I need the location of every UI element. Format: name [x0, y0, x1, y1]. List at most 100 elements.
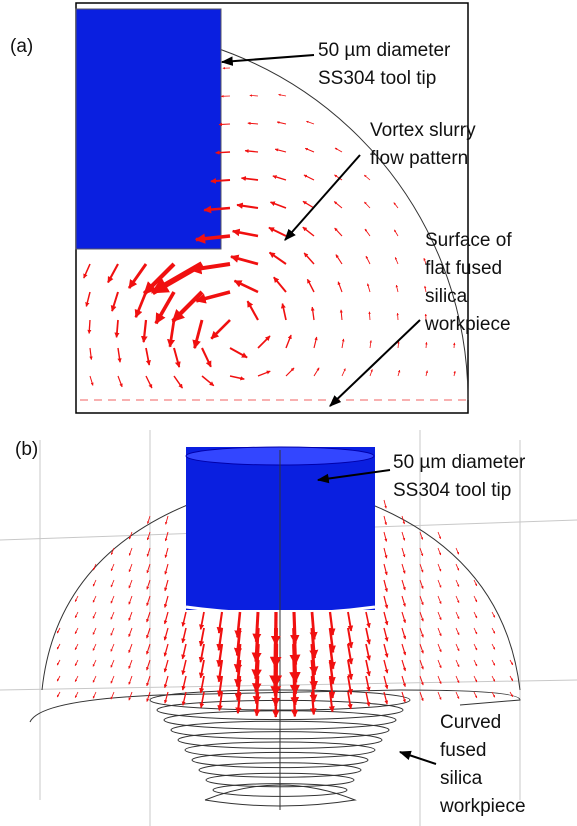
flow-vector	[437, 547, 442, 556]
flow-vector	[244, 149, 259, 153]
flow-vector	[341, 368, 346, 377]
flow-vector	[181, 611, 187, 627]
flow-vector	[199, 691, 205, 709]
flow-vector	[134, 291, 148, 318]
flow-vector	[92, 675, 97, 683]
flow-vector	[437, 627, 442, 637]
flow-vector	[364, 228, 371, 237]
flow-vector	[117, 347, 122, 363]
flow-vector	[491, 627, 496, 634]
flow-vector	[453, 370, 456, 377]
workpiece-ring	[184, 741, 376, 759]
flow-vector	[216, 643, 224, 668]
flow-vector	[473, 579, 478, 587]
flow-vector	[383, 547, 388, 559]
flow-vector	[383, 627, 389, 642]
flow-vector	[128, 531, 133, 540]
flow-vector	[128, 579, 133, 589]
flow-vector	[92, 579, 97, 587]
flow-vector	[167, 319, 176, 348]
flow-vector	[146, 675, 151, 687]
flow-vector	[171, 290, 204, 323]
flow-vector	[306, 120, 315, 125]
flow-vector	[146, 643, 151, 655]
flow-vector	[56, 627, 61, 634]
flow-vector	[181, 659, 187, 676]
flow-vector	[383, 659, 389, 674]
flow-vector	[383, 579, 388, 593]
flow-vector	[229, 375, 245, 381]
annotation: workpiece	[439, 796, 526, 817]
flow-vector	[56, 659, 61, 666]
flow-vector	[280, 303, 287, 321]
flow-vector	[401, 547, 406, 558]
flow-vector	[473, 675, 478, 683]
flow-vector	[146, 627, 151, 639]
tool-tip	[75, 8, 222, 250]
flow-vector	[128, 659, 133, 669]
flow-vector	[364, 201, 371, 209]
flow-vector	[163, 659, 169, 673]
flow-vector	[425, 370, 428, 377]
flow-vector	[383, 563, 388, 576]
callout-arrow	[316, 469, 391, 484]
flow-vector	[397, 369, 401, 377]
flow-vector	[473, 595, 478, 603]
flow-vector	[437, 643, 442, 653]
flow-vector	[455, 691, 460, 699]
workpiece-ring	[205, 772, 355, 788]
flow-vector	[146, 531, 151, 541]
flow-vector	[419, 531, 424, 540]
flow-vector	[127, 263, 148, 289]
flow-vector	[107, 263, 119, 284]
flow-vector	[140, 319, 148, 343]
flow-vector	[366, 283, 371, 293]
flow-vector	[473, 691, 478, 699]
flow-vector	[128, 627, 133, 637]
flow-vector	[491, 643, 496, 650]
flow-vector	[164, 563, 169, 575]
flow-vector	[181, 627, 187, 644]
flow-vector	[234, 659, 243, 688]
flow-vector	[425, 342, 428, 349]
flow-vector	[365, 627, 371, 645]
flow-vector	[509, 691, 514, 698]
flow-vector	[146, 691, 151, 702]
flow-vector	[163, 643, 169, 657]
flow-vector	[56, 675, 61, 682]
flow-vector	[146, 563, 151, 574]
flow-vector	[236, 202, 259, 210]
flow-vector	[491, 659, 496, 666]
flow-vector	[128, 595, 133, 605]
flow-vector	[347, 675, 354, 695]
flow-vector	[216, 659, 224, 683]
flow-vector	[401, 659, 407, 672]
flow-vector	[216, 675, 224, 697]
flow-vector	[117, 375, 123, 388]
flow-vector	[74, 627, 79, 634]
flow-vector	[334, 174, 343, 181]
annotation: Curved	[440, 712, 501, 733]
flow-vector	[92, 611, 97, 619]
flow-vector	[369, 369, 373, 377]
flow-vector	[285, 334, 292, 349]
flow-vector	[290, 691, 299, 718]
flow-vector	[401, 563, 406, 574]
flow-vector	[233, 279, 259, 294]
flow-vector	[363, 174, 371, 181]
flow-vector	[309, 675, 318, 703]
flow-vector	[401, 531, 406, 541]
annotation: flow pattern	[370, 148, 468, 169]
flow-vector	[92, 595, 97, 603]
flow-vector	[74, 675, 79, 682]
flow-vector	[235, 691, 242, 714]
flow-vector	[437, 691, 442, 700]
flow-vector	[110, 595, 115, 604]
flow-vector	[328, 691, 335, 713]
flow-vector	[234, 611, 242, 639]
callout-arrow	[398, 750, 437, 765]
flow-vector	[234, 675, 242, 701]
flow-vector	[110, 579, 115, 588]
flow-vector	[455, 611, 460, 620]
flow-vector	[110, 643, 115, 652]
